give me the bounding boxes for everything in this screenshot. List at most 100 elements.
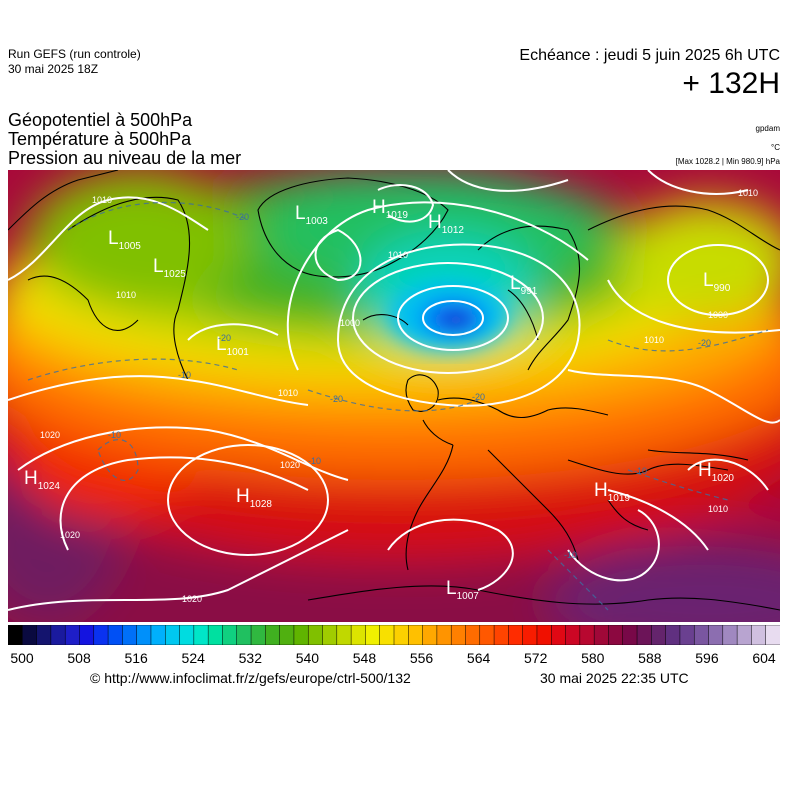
colorbar-tick-label: 532 <box>238 650 262 666</box>
title-pressure: Pression au niveau de la mer <box>8 148 242 168</box>
colorbar-swatch <box>479 624 495 646</box>
isobar-label: 1010 <box>116 290 137 300</box>
weather-map-svg <box>8 170 780 622</box>
colorbar-tick-label: 556 <box>409 650 434 666</box>
pressure-center: L1025 <box>153 256 186 280</box>
colorbar-swatch <box>7 624 24 646</box>
colorbar-swatch <box>593 624 610 646</box>
colorbar-swatch <box>751 624 767 646</box>
colorbar-swatch <box>122 624 138 646</box>
colorbar-tick-label: 516 <box>124 650 148 666</box>
isobar-label: 1010 <box>278 388 299 398</box>
pressure-center: H1019 <box>594 480 630 504</box>
colorbar <box>7 624 781 646</box>
colorbar-swatch <box>422 624 438 646</box>
pressure-center: H1028 <box>236 486 272 510</box>
isotherm-label: -10 <box>308 456 322 466</box>
colorbar-swatch <box>493 624 510 646</box>
pressure-center: H1012 <box>428 212 464 236</box>
isobar-label: 1000 <box>340 318 361 328</box>
geopotential-field <box>8 170 780 622</box>
run-name: Run GEFS (run controle) <box>8 47 141 61</box>
pressure-center: L1005 <box>108 228 141 252</box>
colorbar-swatch <box>322 624 338 646</box>
isobar-label: 1010 <box>708 504 729 514</box>
low-core <box>388 280 508 350</box>
colorbar-swatch <box>508 624 524 646</box>
pressure-center: L990 <box>703 270 731 294</box>
colorbar-tick-label: 508 <box>67 650 91 666</box>
isotherm-label: -20 <box>236 212 250 222</box>
isobar-label: 1010 <box>388 250 409 260</box>
isobar-label: 1010 <box>92 195 113 205</box>
colorbar-svg <box>7 624 781 646</box>
colorbar-swatch <box>765 624 781 646</box>
colorbar-swatch <box>608 624 624 646</box>
unit-temperature: °C <box>771 143 780 152</box>
colorbar-swatch <box>336 624 352 646</box>
colorbar-tick-label: 588 <box>638 650 662 666</box>
isotherm-label: -10 <box>564 550 578 560</box>
colorbar-swatch <box>565 624 581 646</box>
pressure-center: H1019 <box>372 197 408 221</box>
isotherm-label: -20 <box>698 338 712 348</box>
colorbar-swatch <box>136 624 152 646</box>
unit-geopotential: gpdam <box>755 124 780 133</box>
colorbar-swatch <box>279 624 295 646</box>
colorbar-swatch <box>551 624 567 646</box>
colorbar-swatch <box>265 624 281 646</box>
colorbar-swatch <box>450 624 467 646</box>
colorbar-swatch <box>579 624 595 646</box>
title-temperature: Température à 500hPa <box>8 129 192 149</box>
isobars <box>8 170 780 611</box>
colorbar-swatch <box>536 624 553 646</box>
isobar-label: 1020 <box>182 594 203 604</box>
colorbar-swatch <box>350 624 367 646</box>
colorbar-tick-label: 540 <box>295 650 320 666</box>
isobar-label: 1000 <box>708 310 729 320</box>
isobar-label: 1020 <box>40 430 61 440</box>
source-url[interactable]: © http://www.infoclimat.fr/z/gefs/europe… <box>90 670 411 686</box>
colorbar-swatch <box>465 624 481 646</box>
colorbar-swatch <box>64 624 81 646</box>
colorbar-swatch <box>293 624 310 646</box>
colorbar-swatch <box>50 624 67 646</box>
colorbar-swatch <box>722 624 738 646</box>
colorbar-tick-label: 580 <box>581 650 605 666</box>
pressure-center: H1020 <box>698 460 734 484</box>
colorbar-tick-label: 596 <box>695 650 719 666</box>
colorbar-swatch <box>150 624 167 646</box>
colorbar-swatch <box>307 624 324 646</box>
colorbar-swatch <box>365 624 381 646</box>
weather-map: L1005 L1025 L1003 H1019 H1012 L1001 L990… <box>8 170 780 622</box>
colorbar-tick-label: 548 <box>352 650 377 666</box>
colorbar-swatch <box>679 624 696 646</box>
colorbar-tick-label: 564 <box>466 650 491 666</box>
title-geopotential: Géopotentiel à 500hPa <box>8 110 193 130</box>
pressure-center: L991 <box>510 273 538 297</box>
colorbar-swatch <box>636 624 653 646</box>
run-date: 30 mai 2025 18Z <box>8 62 99 76</box>
colorbar-swatch <box>36 624 52 646</box>
colorbar-tick-label: 572 <box>524 650 548 666</box>
isobar-label: 1010 <box>738 188 759 198</box>
isobar-label: 1020 <box>280 460 301 470</box>
colorbar-swatch <box>107 624 124 646</box>
colorbar-tick-label: 604 <box>752 650 776 666</box>
colorbar-swatch <box>522 624 538 646</box>
colorbar-swatch <box>207 624 224 646</box>
isotherm-label: -10 <box>108 430 122 440</box>
pressure-center: L1003 <box>295 203 328 227</box>
colorbar-tick-label: 524 <box>181 650 205 666</box>
colorbar-swatch <box>79 624 95 646</box>
valid-time: Echéance : jeudi 5 juin 2025 6h UTC <box>519 47 780 64</box>
colorbar-swatch <box>393 624 410 646</box>
colorbar-swatch <box>651 624 667 646</box>
isotherm-label: -20 <box>218 333 232 343</box>
colorbar-swatch <box>408 624 424 646</box>
colorbar-swatch <box>236 624 252 646</box>
pressure-extremes: [Max 1028.2 | Min 980.9] hPa <box>675 157 780 166</box>
colorbar-swatch <box>93 624 109 646</box>
colorbar-swatch <box>436 624 453 646</box>
isotherm-label: -20 <box>330 394 344 404</box>
